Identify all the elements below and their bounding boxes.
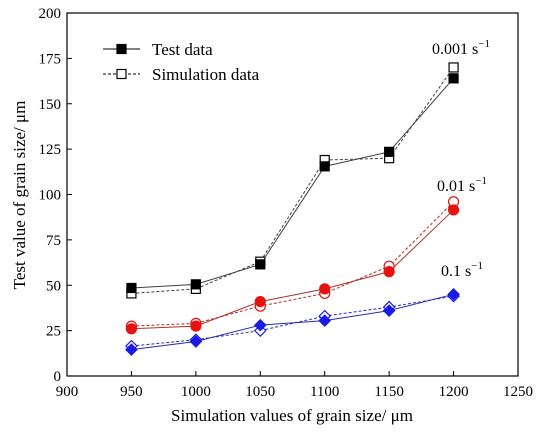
test-point bbox=[125, 343, 138, 357]
strain-rate-exponent: −1 bbox=[475, 175, 487, 187]
simulation-point bbox=[448, 62, 459, 73]
test-line bbox=[131, 209, 454, 330]
test-point bbox=[190, 320, 202, 332]
test-point bbox=[447, 204, 460, 216]
ticks-layer: 900 950 1000 1050 1100 1150 1200 1250 0 25 50 75 100… bbox=[39, 6, 534, 400]
legend-label: Test data bbox=[152, 40, 213, 59]
series-group-0 bbox=[126, 62, 459, 299]
strain-rate-exponent: −1 bbox=[478, 38, 490, 50]
x-tick-label: 900 bbox=[56, 384, 79, 400]
y-tick-label: 175 bbox=[39, 51, 62, 67]
strain-rate-label: 0.001 s−1 bbox=[432, 38, 490, 58]
test-point bbox=[448, 73, 459, 84]
test-point bbox=[318, 314, 332, 327]
legend-marker bbox=[116, 43, 127, 55]
y-tick-label: 75 bbox=[46, 233, 61, 249]
test-point bbox=[382, 304, 396, 318]
y-tick-label: 0 bbox=[54, 369, 62, 385]
legend: Test data Simulation data bbox=[103, 40, 260, 84]
simulation-line bbox=[131, 201, 454, 327]
annotations: 0.001 s−1 0.01 s−1 0.1 s−1 bbox=[432, 38, 490, 280]
simulation-line bbox=[131, 295, 454, 347]
legend-marker bbox=[116, 68, 127, 80]
x-tick-label: 1100 bbox=[310, 384, 339, 400]
test-point bbox=[253, 318, 267, 332]
test-point bbox=[125, 323, 138, 335]
test-line bbox=[131, 78, 454, 289]
strain-rate-label: 0.1 s−1 bbox=[441, 260, 483, 280]
y-tick-label: 100 bbox=[39, 188, 62, 204]
y-tick-label: 25 bbox=[46, 324, 61, 340]
test-point bbox=[254, 295, 266, 308]
x-tick-label: 1200 bbox=[439, 384, 469, 400]
test-point bbox=[189, 335, 203, 348]
test-point bbox=[126, 282, 137, 294]
strain-rate-exponent: −1 bbox=[471, 260, 483, 272]
x-tick-label: 1000 bbox=[181, 384, 211, 400]
y-tick-label: 50 bbox=[46, 278, 61, 294]
simulation-line bbox=[131, 67, 454, 294]
x-tick-label: 950 bbox=[120, 384, 143, 400]
test-line bbox=[131, 293, 454, 351]
test-point bbox=[190, 279, 201, 290]
y-tick-label: 150 bbox=[39, 97, 62, 113]
series-layer bbox=[125, 62, 460, 357]
legend-label: Simulation data bbox=[152, 65, 260, 84]
test-point bbox=[384, 146, 395, 157]
y-tick-label: 200 bbox=[39, 6, 62, 22]
x-axis-title: Simulation values of grain size/ μm bbox=[171, 406, 413, 425]
y-tick-label: 125 bbox=[39, 142, 62, 158]
test-point bbox=[319, 283, 331, 295]
test-point bbox=[255, 259, 266, 270]
x-tick-label: 1150 bbox=[374, 384, 403, 400]
test-point bbox=[447, 287, 460, 301]
series-group-1 bbox=[125, 196, 460, 335]
strain-rate-label: 0.01 s−1 bbox=[437, 175, 487, 195]
test-point bbox=[383, 266, 395, 278]
x-tick-label: 1250 bbox=[503, 384, 533, 400]
y-axis-title: Test value of grain size/ μm bbox=[10, 101, 29, 290]
series-group-2 bbox=[125, 287, 460, 357]
test-point bbox=[319, 161, 330, 172]
x-tick-label: 1050 bbox=[245, 384, 275, 400]
